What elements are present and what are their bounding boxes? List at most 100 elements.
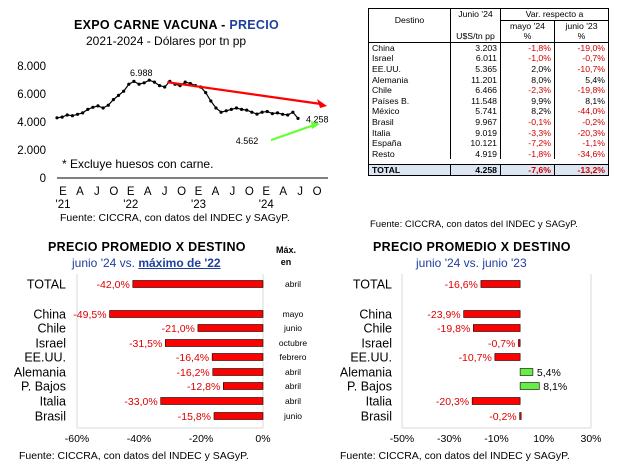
bar-right-source: Fuente: CICCRA, con datos del INDEC y SA… xyxy=(340,450,570,462)
price-point xyxy=(163,85,167,89)
bar xyxy=(518,339,521,347)
line-chart-title-accent: PRECIO xyxy=(229,18,280,32)
annotation-low: 4.562 xyxy=(236,136,259,146)
annotation-peak: 6.988 xyxy=(130,68,153,78)
category-label: P. Bajos xyxy=(347,380,392,394)
bar-value-label: -21,0% xyxy=(162,323,195,335)
table-row: Italia 9.019 -3,3% -20,3% xyxy=(368,127,609,139)
bar-left-source: Fuente: CICCRA, con datos del INDEC y SA… xyxy=(19,450,249,462)
bar xyxy=(519,412,522,420)
header-pct-junio: % xyxy=(554,31,609,43)
cell-valor: 6.011 xyxy=(475,53,497,64)
cell-destino: Italia xyxy=(368,127,451,139)
header-spacer xyxy=(451,20,501,31)
x-month-label: A xyxy=(76,186,84,198)
category-label: Brasil xyxy=(35,410,66,424)
x-month-label: A xyxy=(212,186,220,198)
max-month-label: junio xyxy=(283,411,302,421)
max-month-label: febrero xyxy=(280,352,307,362)
price-point xyxy=(116,93,121,97)
bar xyxy=(519,382,540,390)
bar-value-label: -10,7% xyxy=(459,352,492,364)
price-point xyxy=(275,111,280,115)
header-destino: Destino xyxy=(368,8,451,32)
bar-left-title: PRECIO PROMEDIO X DESTINO xyxy=(48,240,246,254)
x-year-label: '24 xyxy=(259,199,275,211)
cell-destino: Alemania xyxy=(368,74,451,86)
bar-left-subtitle-plain: junio '24 vs. xyxy=(72,256,139,270)
table-row: Países B. 11.548 9,9% 8,1% xyxy=(368,95,609,107)
cell-junio: -44,0% xyxy=(554,106,609,117)
cell-junio: -1,1% xyxy=(554,138,609,149)
x-month-label: A xyxy=(144,186,152,198)
header-var: Var. respecto a xyxy=(500,8,609,21)
x-tick-label: 0% xyxy=(255,433,270,445)
cell-valor: 5.741 xyxy=(475,106,497,117)
bar-chart-right: TOTAL -16,6% China -23,9% Chile -19,8% Israel -… xyxy=(340,274,602,445)
x-month-label: E xyxy=(195,186,203,198)
price-point xyxy=(270,112,274,116)
cell-destino: Brasil xyxy=(368,116,451,128)
x-tick-label: 10% xyxy=(533,433,554,445)
x-tick-label: -20% xyxy=(189,433,214,445)
max-month-label: abril xyxy=(285,396,301,406)
bar-value-label: 5,4% xyxy=(537,367,561,379)
cell-junio: -10,7% xyxy=(554,63,609,75)
x-year-label: '23 xyxy=(191,199,206,211)
price-point xyxy=(86,107,90,111)
price-table: Destino Junio '24 Var. respecto a mayo '… xyxy=(368,8,609,176)
x-month-label: J xyxy=(297,186,303,198)
y-tick-label: 2.000 xyxy=(17,145,46,157)
bar-value-label: -16,6% xyxy=(445,279,478,291)
category-label: Alemania xyxy=(14,366,66,380)
red-arrow-head xyxy=(317,99,327,108)
cell-destino: China xyxy=(368,42,451,54)
price-point xyxy=(209,99,213,103)
y-tick-label: 0 xyxy=(40,173,46,185)
category-label: China xyxy=(359,308,392,322)
price-point xyxy=(250,110,254,114)
table-row: España 10.121 -7,2% -1,1% xyxy=(368,138,609,149)
bar xyxy=(160,397,264,405)
bar xyxy=(480,280,521,288)
price-point xyxy=(255,112,259,116)
bar xyxy=(471,397,521,405)
red-trend-arrow xyxy=(167,81,322,106)
line-chart-subtitle: 2021-2024 - Dólares por tn pp xyxy=(86,34,247,48)
cell-valor: 3.203 xyxy=(475,42,497,53)
x-month-label: O xyxy=(313,186,322,198)
table-row: Chile 6.466 -2,3% -19,8% xyxy=(368,85,609,96)
bar xyxy=(165,339,264,347)
cell-mayo: 9,9% xyxy=(500,95,555,107)
cell-junio: -19,0% xyxy=(554,42,609,54)
bar-value-label: -15,8% xyxy=(178,411,211,423)
price-point xyxy=(239,107,244,111)
cell-valor: 4.919 xyxy=(475,148,497,159)
price-point xyxy=(142,81,146,85)
cell-mayo: 8,0% xyxy=(500,74,555,86)
cell-destino: EE.UU. xyxy=(368,63,451,75)
table-row: China 3.203 -1,8% -19,0% xyxy=(368,42,609,54)
cell-destino: Chile xyxy=(368,85,451,96)
x-month-label: A xyxy=(279,186,287,198)
price-point xyxy=(81,111,85,115)
y-tick-label: 4.000 xyxy=(17,117,46,129)
bar-value-label: -0,2% xyxy=(489,411,516,423)
max-month-label: mayo xyxy=(283,309,304,319)
bar xyxy=(132,280,264,288)
price-point xyxy=(96,104,100,108)
cell-mayo: -0,1% xyxy=(500,116,555,128)
bar-value-label: -20,3% xyxy=(436,396,469,408)
price-point xyxy=(91,105,95,109)
price-point xyxy=(101,106,105,110)
category-label: Israel xyxy=(35,337,66,351)
bar-chart-left: TOTAL -42,0% abril China -49,5% mayo Chile -21,… xyxy=(14,274,307,445)
x-tick-label: -60% xyxy=(65,433,90,445)
category-label: Brasil xyxy=(361,410,392,424)
price-point xyxy=(234,106,239,110)
x-month-label: O xyxy=(177,186,186,198)
price-point xyxy=(245,108,249,112)
cell-destino: México xyxy=(368,106,451,117)
price-point xyxy=(65,113,69,117)
cell-valor: 11.548 xyxy=(471,95,497,106)
